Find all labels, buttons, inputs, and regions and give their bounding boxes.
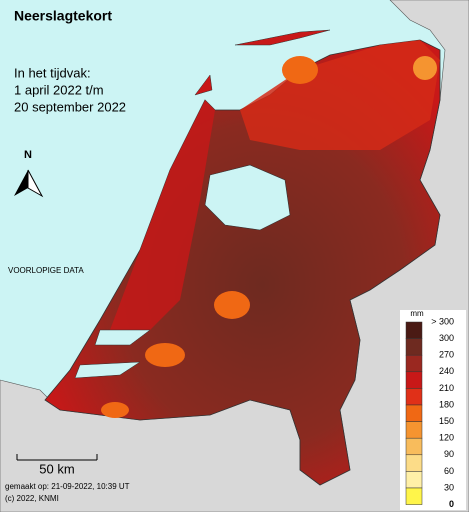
legend-label: 150 xyxy=(439,416,454,426)
title: Neerslagtekort xyxy=(14,8,112,24)
legend-label: 60 xyxy=(444,466,454,476)
north-arrow xyxy=(27,169,44,198)
period-label: In het tijdvak: xyxy=(14,65,91,80)
legend-label: 300 xyxy=(439,333,454,343)
wadden-islands xyxy=(234,29,331,46)
scale-label: 50 km xyxy=(39,461,74,476)
legend-swatch xyxy=(405,404,423,422)
legend-swatch xyxy=(405,388,423,406)
estuaries xyxy=(74,329,151,379)
legend-swatch xyxy=(405,354,423,373)
made-on: gemaakt op: 21-09-2022, 10:39 UT xyxy=(5,482,130,491)
patch xyxy=(214,291,250,319)
region-north xyxy=(240,40,440,150)
region-west xyxy=(110,100,215,330)
legend-label: 210 xyxy=(439,383,454,393)
north-arrow xyxy=(14,170,28,196)
period-start: 1 april 2022 t/m xyxy=(14,82,104,97)
legend-unit: mm xyxy=(410,309,424,318)
north-label: N xyxy=(24,149,32,161)
legend-swatch xyxy=(405,454,423,472)
legend-label: 30 xyxy=(444,482,454,492)
legend-label: 180 xyxy=(439,399,454,409)
legend-label: 90 xyxy=(444,449,454,459)
period-end: 20 september 2022 xyxy=(14,99,126,114)
netherlands xyxy=(44,39,441,486)
island xyxy=(194,74,213,96)
legend-label: 120 xyxy=(439,433,454,443)
legend-swatch xyxy=(405,421,423,439)
patch xyxy=(413,56,437,80)
patch xyxy=(282,56,318,84)
copyright: (c) 2022, KNMI xyxy=(5,494,59,503)
legend-label: > 300 xyxy=(431,316,454,326)
legend-swatch xyxy=(405,321,423,339)
patch xyxy=(145,343,185,367)
legend-swatch xyxy=(405,471,423,489)
legend-swatch xyxy=(405,371,423,389)
patch xyxy=(101,402,129,418)
legend-swatch xyxy=(405,338,423,356)
status: VOORLOPIGE DATA xyxy=(8,266,84,275)
ijsselmeer xyxy=(204,164,291,231)
legend-swatch xyxy=(405,437,423,456)
legend-label: 270 xyxy=(439,350,454,360)
legend-label: 240 xyxy=(439,366,454,376)
legend-label: 0 xyxy=(449,499,454,509)
legend-swatch xyxy=(405,487,423,505)
